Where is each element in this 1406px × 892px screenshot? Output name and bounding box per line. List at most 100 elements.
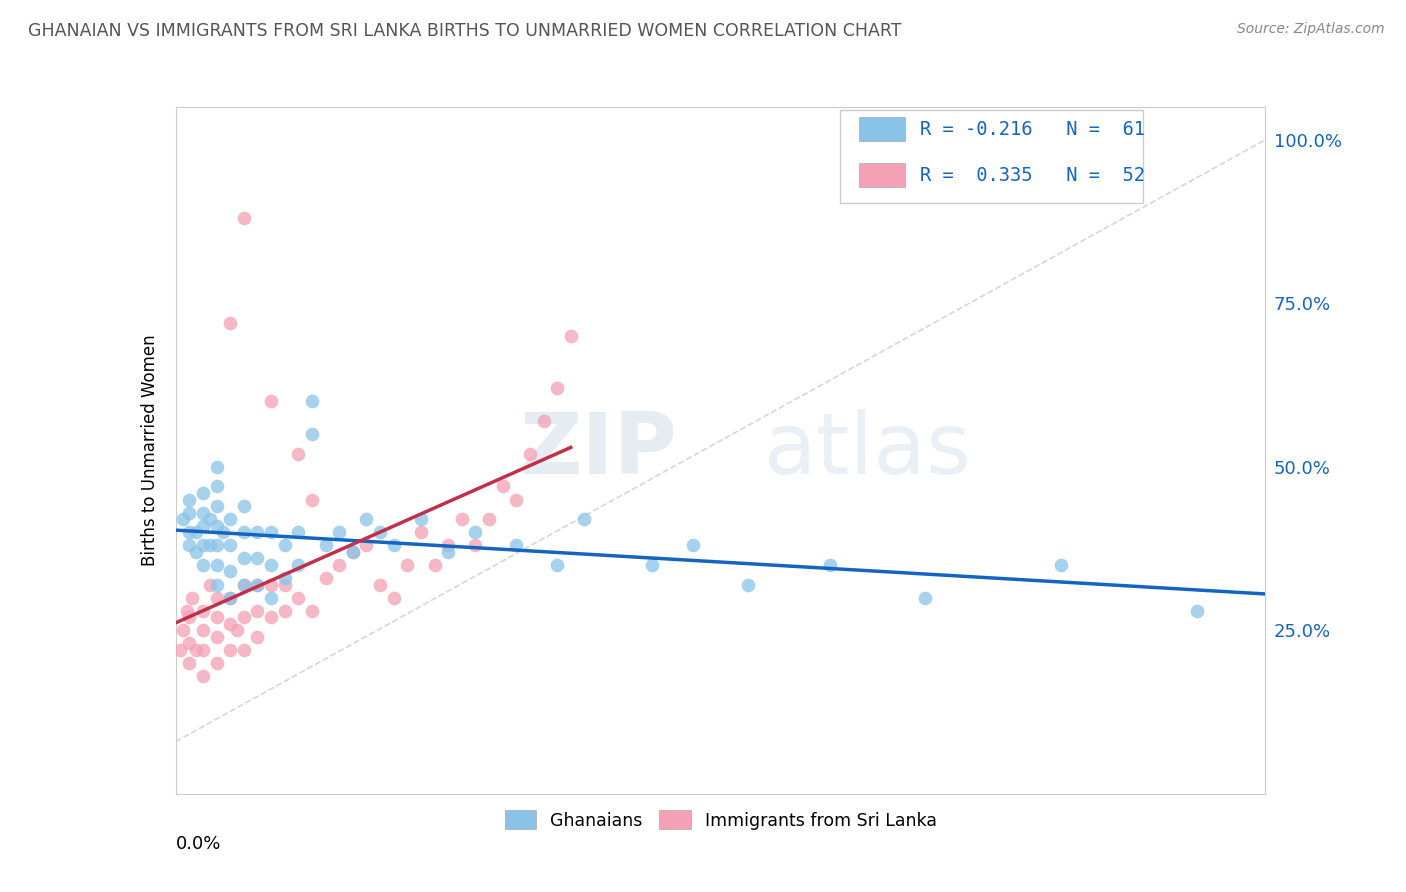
Point xyxy=(492,479,515,493)
Point xyxy=(423,558,446,572)
Point xyxy=(382,591,405,605)
Point xyxy=(301,394,323,409)
Point xyxy=(191,624,214,638)
Point xyxy=(478,512,501,526)
Point xyxy=(198,512,221,526)
Point xyxy=(315,538,337,552)
Point xyxy=(176,604,198,618)
Point xyxy=(368,525,391,540)
Point xyxy=(464,525,486,540)
Point xyxy=(519,447,541,461)
Point xyxy=(179,538,201,552)
Point xyxy=(219,591,242,605)
Point xyxy=(682,538,704,552)
Text: ZIP: ZIP xyxy=(519,409,678,492)
Point xyxy=(205,577,228,591)
Point xyxy=(179,636,201,650)
Point xyxy=(191,486,214,500)
Point xyxy=(205,591,228,605)
Point xyxy=(1187,604,1209,618)
Point xyxy=(205,610,228,624)
Point xyxy=(205,459,228,474)
Text: R =  0.335   N =  52: R = 0.335 N = 52 xyxy=(920,166,1144,186)
Point xyxy=(198,538,221,552)
Text: R = -0.216   N =  61: R = -0.216 N = 61 xyxy=(920,120,1144,139)
Point xyxy=(287,447,309,461)
Point xyxy=(287,591,309,605)
Point xyxy=(212,525,235,540)
Point xyxy=(191,643,214,657)
Point xyxy=(219,538,242,552)
Point xyxy=(191,518,214,533)
Point xyxy=(232,525,254,540)
Point xyxy=(219,316,242,330)
Point xyxy=(287,558,309,572)
Point xyxy=(737,577,759,591)
Point xyxy=(205,518,228,533)
Point xyxy=(205,630,228,644)
Point xyxy=(232,211,254,226)
Point xyxy=(437,538,460,552)
Point xyxy=(186,643,208,657)
Point xyxy=(232,551,254,566)
Point xyxy=(1050,558,1073,572)
Point xyxy=(219,591,242,605)
Point xyxy=(450,512,472,526)
Point xyxy=(205,479,228,493)
Point xyxy=(274,577,297,591)
Point xyxy=(191,558,214,572)
Point xyxy=(179,656,201,670)
Point xyxy=(260,394,283,409)
Point xyxy=(205,656,228,670)
Point xyxy=(641,558,664,572)
Point xyxy=(287,525,309,540)
Point xyxy=(232,499,254,513)
Text: 0.0%: 0.0% xyxy=(176,835,221,853)
Point xyxy=(260,610,283,624)
Point xyxy=(179,492,201,507)
Y-axis label: Births to Unmarried Women: Births to Unmarried Women xyxy=(141,334,159,566)
Point xyxy=(172,512,194,526)
Point xyxy=(191,538,214,552)
Point xyxy=(260,525,283,540)
Point xyxy=(505,492,527,507)
Point xyxy=(437,545,460,559)
Point xyxy=(409,512,432,526)
Point xyxy=(232,610,254,624)
Point xyxy=(219,565,242,579)
Point xyxy=(464,538,486,552)
Point xyxy=(186,525,208,540)
Point xyxy=(546,558,568,572)
Point xyxy=(356,512,378,526)
Point xyxy=(505,538,527,552)
Point xyxy=(574,512,596,526)
Point xyxy=(219,616,242,631)
Point xyxy=(205,558,228,572)
Point xyxy=(546,381,568,395)
Point xyxy=(226,624,249,638)
Point xyxy=(191,604,214,618)
Point xyxy=(232,643,254,657)
Point xyxy=(246,630,269,644)
Point xyxy=(246,577,269,591)
Point xyxy=(246,604,269,618)
Point xyxy=(169,643,191,657)
Point xyxy=(368,577,391,591)
Point xyxy=(246,577,269,591)
Point xyxy=(260,558,283,572)
Point xyxy=(301,492,323,507)
Point xyxy=(315,571,337,585)
Point xyxy=(219,643,242,657)
Bar xyxy=(859,163,904,187)
Point xyxy=(172,624,194,638)
Point xyxy=(232,577,254,591)
Point xyxy=(246,551,269,566)
Point xyxy=(396,558,419,572)
Point xyxy=(342,545,364,559)
Point xyxy=(560,329,582,343)
Bar xyxy=(859,118,904,141)
Point xyxy=(232,577,254,591)
Text: atlas: atlas xyxy=(765,409,972,492)
FancyBboxPatch shape xyxy=(841,111,1143,203)
Point xyxy=(198,577,221,591)
